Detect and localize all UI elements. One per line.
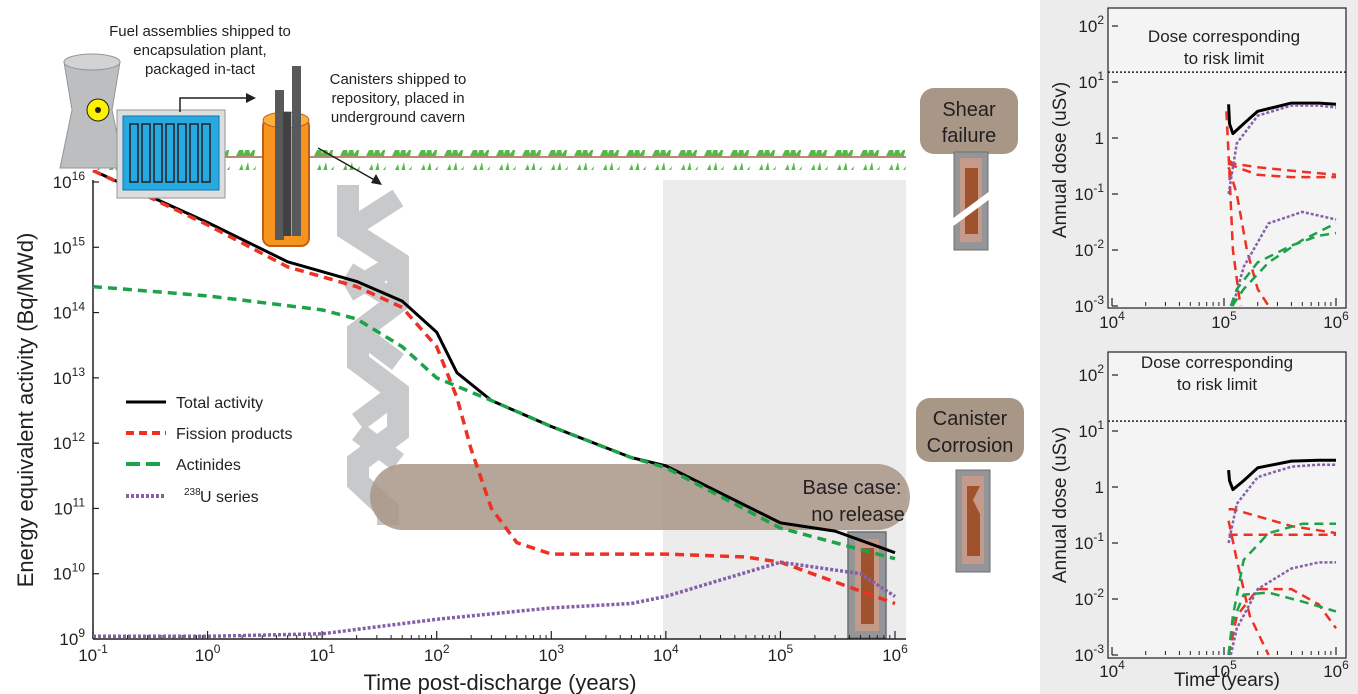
- corrosion-label-1: Canister: [933, 408, 1008, 430]
- series-line-8: [1231, 222, 1337, 307]
- legend-total: Total activity: [176, 395, 263, 412]
- y-tick-label: 1010: [53, 561, 86, 584]
- series-line-3: [93, 560, 896, 639]
- shear-label-box: [920, 88, 1018, 154]
- series-line-2: [1228, 162, 1336, 179]
- base-case-bar: [370, 464, 910, 530]
- dose-panel-bottom-risk-label-2: to risk limit: [1177, 375, 1258, 394]
- series-line-1: [1228, 508, 1337, 535]
- illustration: Fuel assemblies shipped to encapsulation…: [59, 23, 906, 247]
- shear-failure-scenario: Shear failure: [920, 88, 1018, 251]
- legend-u238: U series: [200, 489, 259, 506]
- shear-canister: [948, 151, 994, 251]
- series-line-5: [1227, 104, 1337, 195]
- fuel-shipped-note-3: packaged in-tact: [145, 61, 256, 78]
- series-line-4: [1227, 520, 1270, 656]
- y-tick-label: 1011: [54, 495, 86, 518]
- series-line-1: [92, 168, 896, 606]
- dose-panel-top-risk-label-2: to risk limit: [1184, 49, 1265, 68]
- main-x-title: Time post-discharge (years): [363, 670, 636, 694]
- y-tick-label: 1014: [53, 300, 86, 323]
- legend-u238-superscript: 238: [184, 487, 201, 498]
- cooling-tower: [59, 53, 125, 169]
- x-tick-label: 101: [309, 642, 335, 665]
- main-chart: Base case: no release 109101010111012101…: [13, 168, 910, 694]
- dose-panel-bottom-series: [1227, 458, 1338, 656]
- series-line-1: [1227, 159, 1337, 177]
- legend: Total activity Fission products Actinide…: [126, 395, 293, 506]
- series-line-3: [1227, 166, 1270, 307]
- x-tick-label: 103: [538, 642, 564, 665]
- arrow-to-repository: [317, 147, 379, 183]
- dose-panel-bottom-y-title: Annual dose (uSv): [1050, 427, 1071, 583]
- dose-panel-bottom-x-title: Time (years): [1174, 670, 1280, 691]
- dose-panel-bottom-frame: [1107, 351, 1347, 659]
- canister-shipped-note-1: Canisters shipped to: [330, 71, 467, 88]
- canister-corrosion-scenario: Canister Corrosion: [916, 398, 1024, 573]
- dose-panel-top-risk-label-1: Dose corresponding: [1148, 27, 1300, 46]
- base-case-label-1: Base case:: [803, 477, 902, 499]
- main-series: [92, 168, 896, 639]
- corrosion-label-2: Corrosion: [927, 435, 1014, 457]
- x-tick-label: 10-1: [78, 642, 108, 665]
- y-tick-label: 1016: [53, 169, 86, 192]
- y-tick-label: 1015: [53, 234, 86, 257]
- arrow-to-canister: [179, 97, 250, 112]
- fuel-assembly-box: [116, 109, 226, 199]
- y-tick-label: 1: [1095, 129, 1104, 148]
- series-line-6: [1231, 210, 1337, 307]
- series-line-6: [1229, 561, 1336, 656]
- corrosion-label-box: [916, 398, 1024, 462]
- y-tick-label: 1013: [53, 365, 86, 388]
- series-line-0: [1227, 101, 1337, 136]
- shear-label-2: failure: [942, 125, 996, 147]
- series-line-0: [92, 169, 896, 555]
- y-tick-label: 1: [1095, 478, 1104, 497]
- dose-panel-bottom-risk-label-1: Dose corresponding: [1141, 353, 1293, 372]
- canister-shipped-note-3: underground cavern: [331, 109, 465, 126]
- legend-fission: Fission products: [176, 426, 293, 443]
- series-line-7: [1229, 231, 1337, 307]
- series-line-8: [1227, 591, 1337, 656]
- series-line-4: [1225, 111, 1242, 307]
- corrosion-canister: [955, 469, 991, 573]
- canister-illustration: [262, 66, 310, 247]
- dose-panel-top-series: [1225, 101, 1337, 307]
- series-line-2: [92, 284, 896, 561]
- shear-label-1: Shear: [942, 99, 996, 121]
- y-tick-label: 1012: [53, 430, 86, 453]
- x-tick-label: 102: [424, 642, 450, 665]
- legend-actinides: Actinides: [176, 457, 241, 474]
- canister-shipped-note-2: repository, placed in: [331, 90, 464, 107]
- series-line-0: [1227, 458, 1336, 492]
- dose-panel-top-y-title: Annual dose (uSv): [1050, 82, 1071, 238]
- fuel-shipped-note-1: Fuel assemblies shipped to: [109, 23, 291, 40]
- fuel-shipped-note-2: encapsulation plant,: [133, 42, 266, 59]
- x-tick-label: 105: [768, 642, 794, 665]
- x-tick-label: 100: [195, 642, 221, 665]
- dose-panel-top-frame: [1107, 7, 1347, 309]
- series-line-5: [1227, 463, 1336, 544]
- base-case-label-2: no release: [811, 504, 904, 526]
- x-tick-label: 104: [653, 642, 679, 665]
- x-tick-label: 106: [882, 642, 908, 665]
- main-y-title: Energy equivalent activity (Bq/MWd): [13, 233, 38, 588]
